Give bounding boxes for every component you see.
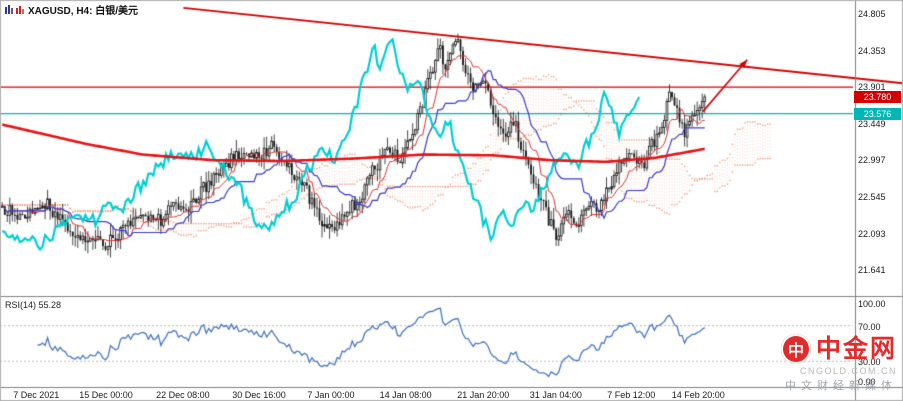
time-axis-label: 7 Feb 12:00: [607, 389, 656, 400]
price-level-badge: 23.576: [854, 107, 901, 120]
cngold-logo-icon: 中: [780, 334, 811, 364]
time-axis-label: 14 Jan 08:00: [379, 389, 432, 400]
watermark-brand-row: 中 中金网: [780, 334, 897, 364]
time-axis-label: 14 Feb 20:00: [671, 389, 725, 400]
symbol-header: XAGUSD, H4: 白银/美元: [5, 2, 138, 17]
price-axis-label: 23.901: [858, 82, 886, 93]
watermark-brand: 中金网: [815, 335, 897, 363]
cngold-logo-char: 中: [787, 343, 804, 360]
rsi-axis-label: 70.00: [858, 321, 881, 332]
time-axis-label: 30 Dec 16:00: [232, 389, 286, 400]
price-axis-label: 21.641: [858, 265, 886, 276]
symbol-label: XAGUSD, H4: 白银/美元: [28, 6, 139, 17]
chart-type-icons: [5, 4, 25, 15]
time-axis-label: 7 Jan 00:00: [307, 389, 355, 400]
watermark-domain: CNGOLD.COM.CN: [799, 366, 897, 376]
time-axis-label: 31 Jan 04:00: [529, 389, 582, 400]
price-axis-label: 22.545: [858, 192, 886, 203]
watermark-tagline: 中文财经新媒体: [785, 380, 897, 392]
time-axis-label: 22 Dec 08:00: [156, 389, 210, 400]
rsi-axis-label: 100.00: [858, 299, 886, 309]
price-axis-label: 23.449: [858, 118, 886, 129]
time-axis-label: 15 Dec 00:00: [79, 389, 133, 400]
rsi-axis-label: 30.00: [858, 357, 881, 368]
rsi-indicator-label: RSI(14) 55.28: [5, 300, 62, 310]
price-axis-label: 22.093: [858, 228, 886, 239]
bar-chart-icon: [16, 5, 24, 14]
price-axis-label: 24.353: [858, 45, 886, 56]
price-axis-label: 24.805: [858, 9, 886, 19]
rsi-axis-label: 0.00: [858, 377, 876, 387]
time-axis-label: 21 Jan 20:00: [457, 389, 510, 400]
time-axis-label: 7 Dec 2021: [13, 389, 60, 400]
candlestick-chart-icon: [5, 4, 13, 14]
last-price-badge: 23.780: [854, 91, 901, 104]
watermark: 中 中金网 CNGOLD.COM.CN 中文财经新媒体: [780, 334, 897, 393]
price-axis-label: 22.997: [858, 155, 886, 166]
